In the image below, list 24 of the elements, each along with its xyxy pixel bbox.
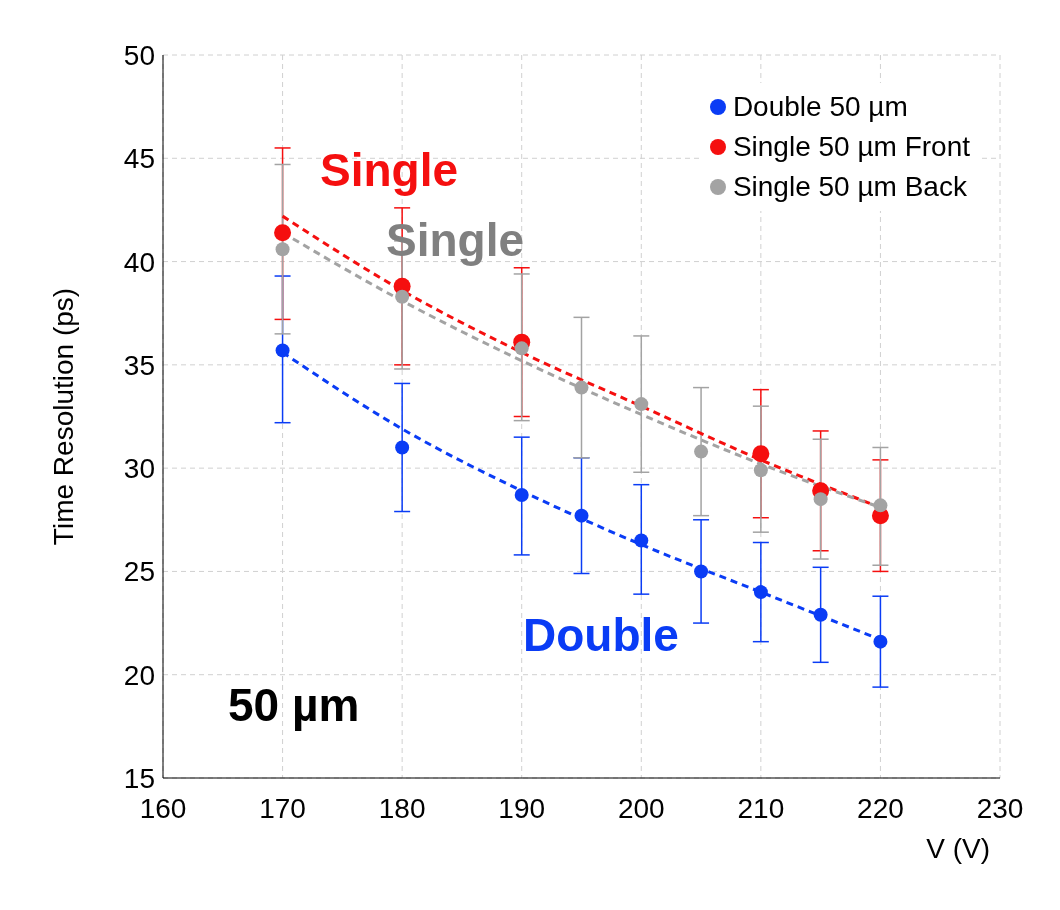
legend-label: Single 50 µm Front (732, 130, 970, 164)
annotation: 50 µm (228, 678, 360, 732)
y-tick-label: 25 (123, 556, 155, 588)
x-tick-label: 220 (857, 792, 904, 824)
legend-label: Single 50 µm Back (732, 170, 967, 204)
legend-label: Double 50 µm (732, 90, 908, 124)
x-tick-label: 210 (737, 792, 785, 824)
x-tick-label: 160 (139, 792, 187, 824)
y-tick-label: 15 (123, 762, 155, 794)
x-tick-label: 230 (976, 792, 1024, 824)
x-tick-label: 180 (378, 792, 426, 824)
x-tick-label: 190 (498, 792, 546, 824)
annotation: Double (523, 608, 679, 662)
x-axis-title: V (V) (926, 833, 990, 864)
y-tick-label: 35 (123, 349, 155, 381)
y-axis-title: Time Resolution (ps) (47, 287, 79, 546)
annotation: Single (320, 143, 459, 197)
y-tick-label: 40 (123, 246, 155, 278)
y-tick-label: 50 (123, 39, 155, 71)
y-tick-label: 30 (123, 453, 155, 485)
x-tick-label: 170 (259, 792, 306, 824)
y-tick-label: 20 (123, 659, 155, 691)
y-tick-label: 45 (123, 143, 155, 175)
x-tick-label: 200 (617, 792, 665, 824)
